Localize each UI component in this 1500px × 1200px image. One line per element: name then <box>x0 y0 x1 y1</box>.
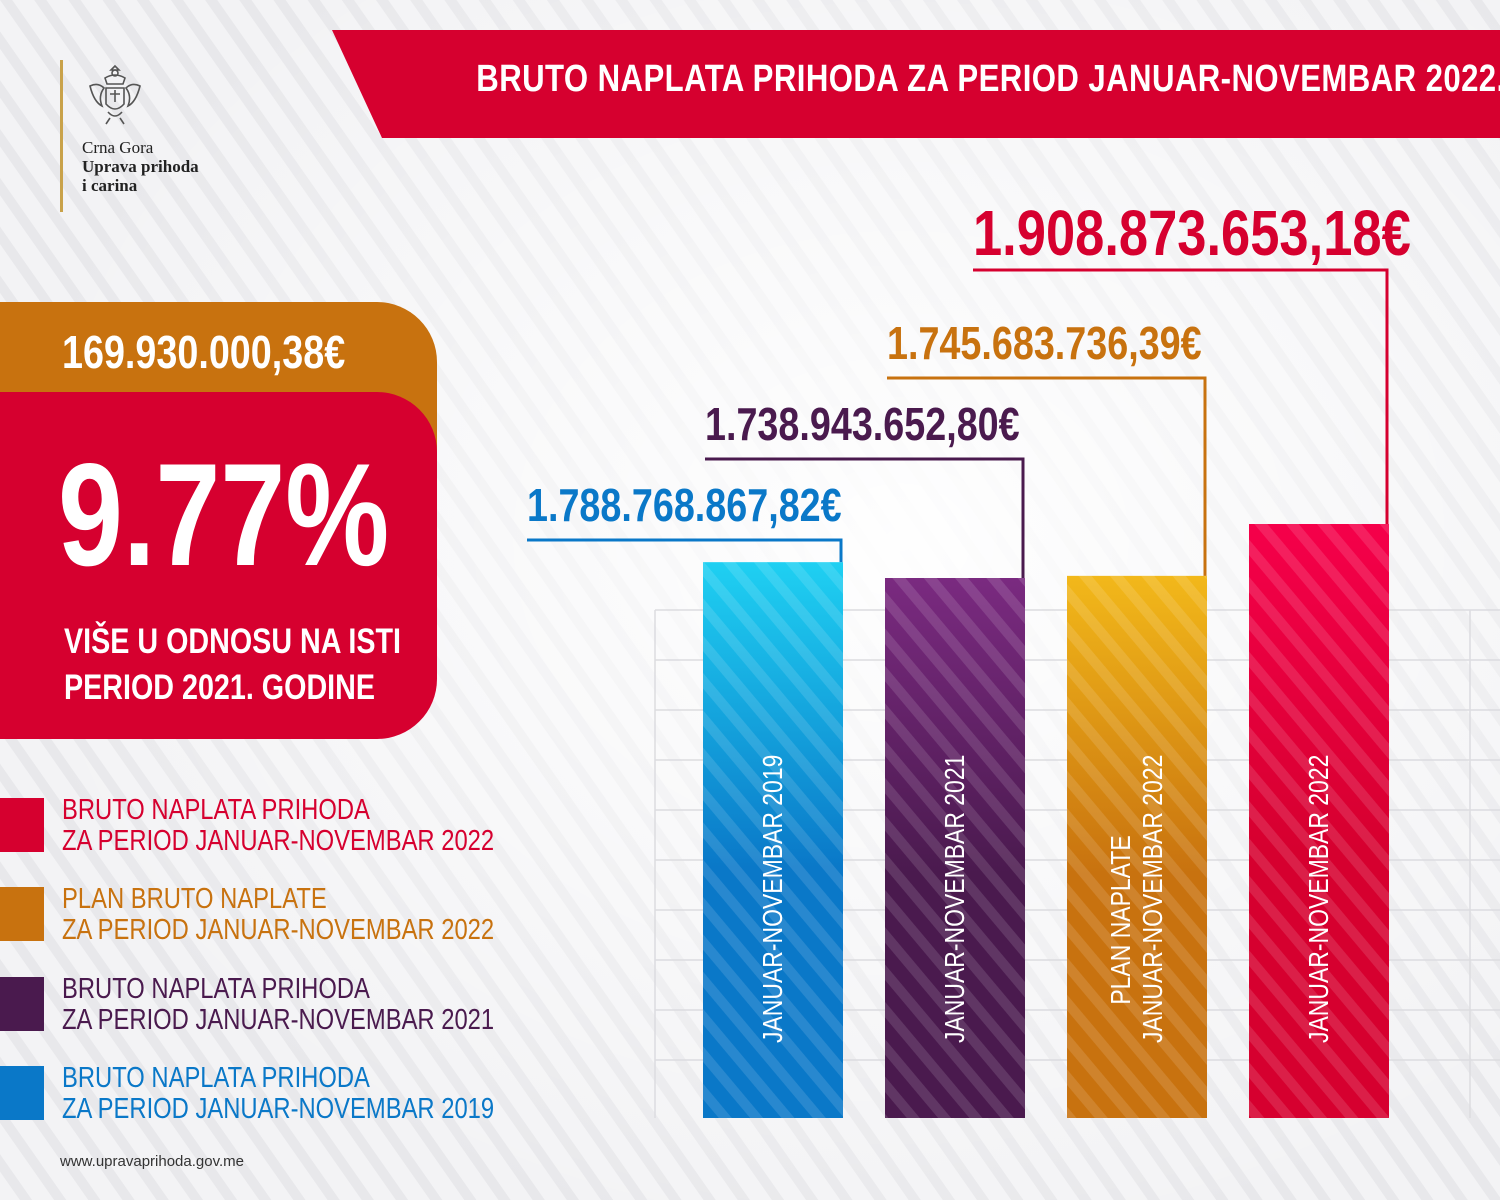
legend-label-2022-line1: BRUTO NAPLATA PRIHODA <box>62 794 370 826</box>
footer-url[interactable]: www.upravaprihoda.gov.me <box>60 1153 244 1170</box>
legend-label-2022-line2: ZA PERIOD JANUAR-NOVEMBAR 2022 <box>62 825 495 857</box>
legend-swatch-2022 <box>0 798 44 852</box>
legend-swatch-2021 <box>0 977 44 1031</box>
legend-label-2021-line2: ZA PERIOD JANUAR-NOVEMBAR 2021 <box>62 1004 495 1036</box>
value-leader-line-2 <box>887 376 1207 576</box>
percent-description-line1: VIŠE U ODNOSU NA ISTI <box>64 622 402 661</box>
bar-category-label-3: JANUAR-NOVEMBAR 2022 <box>1303 754 1335 1043</box>
legend-swatch-plan-2022 <box>0 887 44 941</box>
difference-value: 169.930.000,38€ <box>62 326 346 378</box>
percent-card <box>0 392 437 739</box>
bar-stripes-1 <box>885 578 1025 1118</box>
bar-category-label-1: JANUAR-NOVEMBAR 2021 <box>939 754 971 1043</box>
coat-of-arms-icon <box>89 64 141 125</box>
value-leader-line-0 <box>527 538 843 563</box>
percent-value: 9.77% <box>58 433 390 596</box>
bar-value-label-3: 1.908.873.653,18€ <box>973 197 1411 269</box>
bar-category-label-line: JANUAR-NOVEMBAR 2022 <box>1303 754 1334 1043</box>
legend-label-2019-line1: BRUTO NAPLATA PRIHODA <box>62 1062 370 1094</box>
logo-country: Crna Gora <box>82 138 154 157</box>
legend-label-plan-line2: ZA PERIOD JANUAR-NOVEMBAR 2022 <box>62 914 495 946</box>
bar-category-label-line: JANUAR-NOVEMBAR 2022 <box>1137 754 1168 1043</box>
title-banner <box>332 30 1500 138</box>
bar-category-label-0: JANUAR-NOVEMBAR 2019 <box>757 754 789 1043</box>
legend-swatch-2019 <box>0 1066 44 1120</box>
logo-org-line2: i carina <box>82 176 138 195</box>
bar-category-label-line: JANUAR-NOVEMBAR 2019 <box>757 754 788 1043</box>
legend-label-2021-line1: BRUTO NAPLATA PRIHODA <box>62 973 370 1005</box>
bar-category-label-line: PLAN NAPLATE <box>1105 835 1136 1005</box>
bar-stripes-3 <box>1249 524 1389 1118</box>
bar-stripes-2 <box>1067 575 1207 1118</box>
percent-description-line2: PERIOD 2021. GODINE <box>64 668 376 707</box>
value-leader-line-1 <box>705 457 1025 578</box>
logo-divider <box>60 60 63 212</box>
value-leader-line-3 <box>973 268 1389 524</box>
bar-category-label-line: JANUAR-NOVEMBAR 2021 <box>939 754 970 1043</box>
bar-value-label-0: 1.788.768.867,82€ <box>527 479 842 531</box>
bar-value-label-1: 1.738.943.652,80€ <box>705 398 1020 450</box>
bar-value-label-2: 1.745.683.736,39€ <box>887 317 1202 369</box>
bar-category-label-2: PLAN NAPLATE JANUAR-NOVEMBAR 2022 <box>1105 754 1169 1043</box>
logo-org-line1: Uprava prihoda <box>82 157 199 176</box>
page-title: BRUTO NAPLATA PRIHODA ZA PERIOD JANUAR-N… <box>476 58 1500 100</box>
bar-stripes-0 <box>703 562 843 1118</box>
legend-label-2019-line2: ZA PERIOD JANUAR-NOVEMBAR 2019 <box>62 1093 495 1125</box>
legend-label-plan-line1: PLAN BRUTO NAPLATE <box>62 883 327 915</box>
